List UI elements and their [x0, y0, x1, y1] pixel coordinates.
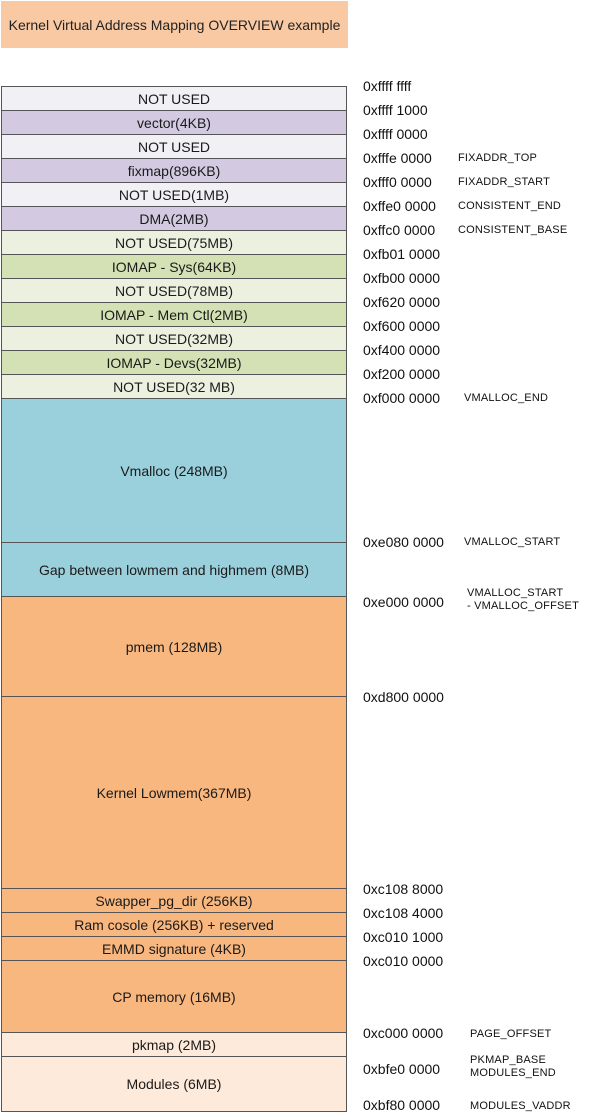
address-label: 0xfff0 0000 [363, 174, 432, 190]
address-label: 0xf600 0000 [363, 318, 441, 334]
symbol-label: VMALLOC_START - VMALLOC_OFFSET [467, 587, 579, 612]
symbol-label: VMALLOC_END [464, 392, 549, 404]
address-label: 0xc000 0000 [363, 1025, 444, 1041]
address-label: 0xd800 0000 [363, 689, 444, 705]
address-label: 0xf400 0000 [363, 342, 441, 358]
address-label: 0xc108 8000 [363, 881, 444, 897]
memory-region: NOT USED(32MB) [1, 326, 347, 351]
address-label: 0xe000 0000 [363, 594, 444, 610]
address-label: 0xfb01 0000 [363, 246, 441, 262]
address-label: 0xe080 0000 [363, 534, 444, 550]
memory-region: NOT USED(1MB) [1, 182, 347, 207]
address-label: 0xbf80 0000 [363, 1097, 441, 1113]
address-label: 0xfffe 0000 [363, 150, 432, 166]
symbol-label: PKMAP_BASE MODULES_END [470, 1054, 556, 1079]
memory-region: Modules (6MB) [1, 1056, 347, 1112]
memory-region: EMMD signature (4KB) [1, 936, 347, 961]
memory-map-stack: NOT USED vector(4KB) NOT USED fixmap(896KB)… [1, 86, 349, 1112]
address-label: 0xc010 0000 [363, 953, 444, 969]
symbol-label: PAGE_OFFSET [470, 1028, 552, 1040]
memory-region: IOMAP - Mem Ctl(2MB) [1, 302, 347, 327]
address-label: 0xffff 1000 [363, 102, 428, 118]
memory-region: Gap between lowmem and highmem (8MB) [1, 542, 347, 597]
memory-region: DMA(2MB) [1, 206, 347, 231]
address-label: 0xffc0 0000 [363, 222, 436, 238]
memory-region: fixmap(896KB) [1, 158, 347, 183]
memory-region: NOT USED(75MB) [1, 230, 347, 255]
address-label: 0xfb00 0000 [363, 270, 441, 286]
memory-region: pmem (128MB) [1, 596, 347, 697]
address-label: 0xf620 0000 [363, 294, 441, 310]
memory-region: Kernel Lowmem(367MB) [1, 696, 347, 889]
memory-region: NOT USED [1, 134, 347, 159]
symbol-label: FIXADDR_TOP [458, 152, 538, 164]
memory-region: Vmalloc (248MB) [1, 398, 347, 543]
memory-region: NOT USED [1, 86, 347, 111]
address-label: 0xc010 1000 [363, 929, 444, 945]
memory-region: IOMAP - Devs(32MB) [1, 350, 347, 375]
symbol-label: MODULES_VADDR [470, 1100, 571, 1112]
symbol-label: CONSISTENT_BASE [458, 224, 568, 236]
address-label: 0xffff 0000 [363, 126, 428, 142]
memory-region: IOMAP - Sys(64KB) [1, 254, 347, 279]
diagram-title: Kernel Virtual Address Mapping OVERVIEW … [1, 1, 348, 48]
memory-region: Swapper_pg_dir (256KB) [1, 888, 347, 913]
address-label: 0xffff ffff [363, 78, 412, 94]
memory-region: vector(4KB) [1, 110, 347, 135]
address-label: 0xc108 4000 [363, 905, 444, 921]
address-label: 0xbfe0 0000 [363, 1061, 441, 1077]
symbol-label: FIXADDR_START [458, 176, 551, 188]
memory-region: pkmap (2MB) [1, 1032, 347, 1057]
address-label: 0xf000 0000 [363, 390, 441, 406]
memory-region: NOT USED(78MB) [1, 278, 347, 303]
memory-region: NOT USED(32 MB) [1, 374, 347, 399]
address-label: 0xf200 0000 [363, 366, 441, 382]
address-label: 0xffe0 0000 [363, 198, 436, 214]
memory-region: CP memory (16MB) [1, 960, 347, 1033]
symbol-label: VMALLOC_START [464, 536, 561, 548]
symbol-label: CONSISTENT_END [458, 200, 562, 212]
memory-region: Ram cosole (256KB) + reserved [1, 912, 347, 937]
